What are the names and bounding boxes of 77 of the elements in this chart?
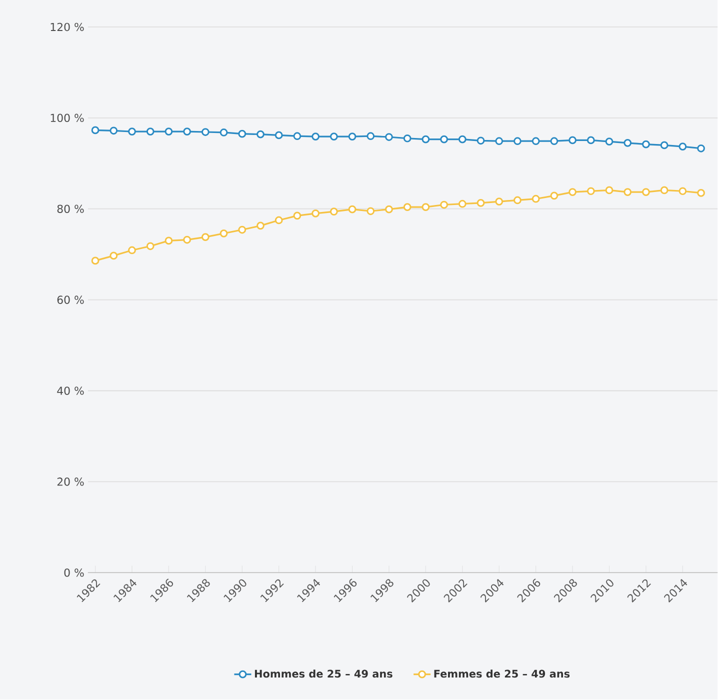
point [348,132,356,141]
point [458,136,466,144]
point [274,131,283,140]
point [422,203,430,212]
point [440,136,448,144]
point [422,136,430,144]
point [605,138,614,146]
y-tick-label: 0 % [64,568,84,577]
point [440,201,448,209]
point [642,140,650,148]
point [164,236,173,245]
point [495,137,504,146]
point [220,230,228,238]
point [586,136,595,144]
point [293,132,302,140]
point [238,226,246,234]
y-tick-label: 100 % [50,114,84,122]
point [514,196,522,204]
point [312,132,320,141]
point [385,206,393,214]
point [403,203,412,212]
point [220,128,228,137]
point [146,128,154,136]
y-tick-label: 80 % [57,204,84,214]
point [238,130,246,138]
point [532,137,540,146]
point [201,233,210,242]
point [458,200,466,208]
point [348,206,356,214]
point [678,142,687,151]
point [624,139,632,148]
point [642,188,650,196]
point [403,134,412,143]
y-tick-label: 60 % [57,296,84,304]
legend-label: Femmes de 25 – 49 ans [434,670,570,678]
point [330,132,338,141]
point [586,187,595,196]
point [660,141,668,150]
point [91,126,100,134]
legend-label: Hommes de 25 – 49 ans [254,670,392,678]
point [550,137,558,146]
point [128,246,136,254]
point [293,212,302,220]
point [568,188,576,196]
point [605,186,614,194]
point [274,216,283,224]
point [697,144,705,153]
y-tick-label: 20 % [57,478,84,486]
point [495,198,504,206]
y-tick-label: 40 % [57,386,84,396]
point [624,188,632,196]
point [256,222,264,230]
point [678,187,687,196]
point [91,256,100,265]
point [312,210,320,218]
point [330,208,338,216]
point [385,133,393,142]
point [183,128,192,136]
point [568,136,576,144]
point [201,128,210,136]
point [366,132,375,140]
point [697,189,705,198]
point [256,130,264,138]
point [183,236,192,244]
point [366,207,375,216]
point [128,128,136,136]
point [146,242,154,250]
point [110,126,118,135]
y-tick-label: 120 % [50,23,84,32]
point [660,186,668,194]
point [532,195,540,204]
point [110,252,118,260]
point [476,199,485,208]
point [164,128,173,136]
point [550,192,558,200]
point [514,137,522,146]
point [476,136,485,145]
